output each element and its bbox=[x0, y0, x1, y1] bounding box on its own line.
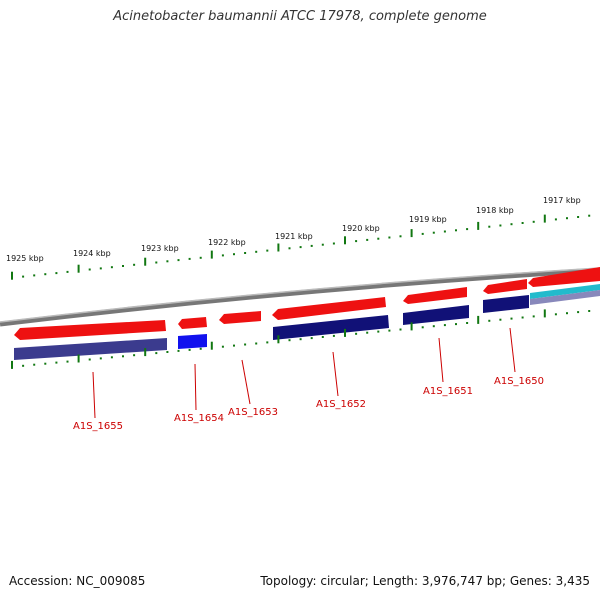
reverse-gene-block[interactable] bbox=[403, 305, 469, 325]
forward-gene-arrow[interactable] bbox=[483, 279, 527, 294]
forward-gene-arrow[interactable] bbox=[178, 317, 207, 329]
genome-backbone bbox=[0, 267, 600, 327]
accession-text: Accession: NC_009085 bbox=[9, 574, 146, 588]
inner-scale-ticks bbox=[11, 309, 591, 369]
scale-label: 1924 kbp bbox=[73, 249, 111, 258]
gene-label[interactable]: A1S_1651 bbox=[423, 386, 473, 397]
leader-line bbox=[92, 371, 96, 419]
reverse-strand-genes bbox=[14, 284, 600, 360]
leader-line bbox=[194, 363, 197, 411]
reverse-gene-block[interactable] bbox=[14, 338, 167, 360]
leader-line bbox=[438, 337, 444, 383]
scale-label: 1921 kbp bbox=[275, 232, 313, 241]
topology-text: Topology: circular; Length: 3,976,747 bp… bbox=[260, 574, 590, 588]
forward-gene-arrow[interactable] bbox=[219, 311, 261, 324]
scale-label: 1920 kbp bbox=[342, 224, 380, 233]
scale-label: 1922 kbp bbox=[208, 238, 246, 247]
forward-gene-arrow[interactable] bbox=[403, 287, 467, 304]
scale-label: 1918 kbp bbox=[476, 206, 514, 215]
cyan-feature[interactable] bbox=[530, 284, 600, 299]
forward-gene-arrow[interactable] bbox=[14, 320, 166, 340]
leader-line bbox=[509, 327, 516, 373]
genome-backbone-highlight bbox=[0, 267, 600, 323]
reverse-gene-block[interactable] bbox=[483, 295, 529, 313]
gene-leader-lines bbox=[92, 327, 516, 419]
forward-strand-genes bbox=[14, 267, 600, 340]
forward-gene-arrow[interactable] bbox=[528, 267, 600, 287]
leader-line bbox=[241, 359, 251, 405]
gene-labels: A1S_1655 A1S_1654 A1S_1653 A1S_1652 A1S_… bbox=[73, 376, 544, 432]
scale-label: 1925 kbp bbox=[6, 254, 44, 263]
gene-label[interactable]: A1S_1650 bbox=[494, 376, 544, 387]
gene-label[interactable]: A1S_1653 bbox=[228, 407, 278, 418]
reverse-gene-shadow bbox=[530, 290, 600, 305]
leader-line bbox=[332, 351, 339, 397]
scale-label: 1919 kbp bbox=[409, 215, 447, 224]
gene-label[interactable]: A1S_1655 bbox=[73, 421, 123, 432]
reverse-gene-block[interactable] bbox=[273, 315, 389, 340]
scale-labels: 1925 kbp 1924 kbp 1923 kbp 1922 kbp 1921… bbox=[6, 196, 581, 263]
gene-label[interactable]: A1S_1652 bbox=[316, 399, 366, 410]
outer-scale-ticks bbox=[11, 214, 591, 280]
map-title: Acinetobacter baumannii ATCC 17978, comp… bbox=[113, 9, 487, 24]
reverse-gene-block[interactable] bbox=[178, 334, 207, 349]
forward-gene-arrow[interactable] bbox=[272, 297, 386, 320]
scale-label: 1923 kbp bbox=[141, 244, 179, 253]
scale-label: 1917 kbp bbox=[543, 196, 581, 205]
gene-label[interactable]: A1S_1654 bbox=[174, 413, 224, 424]
